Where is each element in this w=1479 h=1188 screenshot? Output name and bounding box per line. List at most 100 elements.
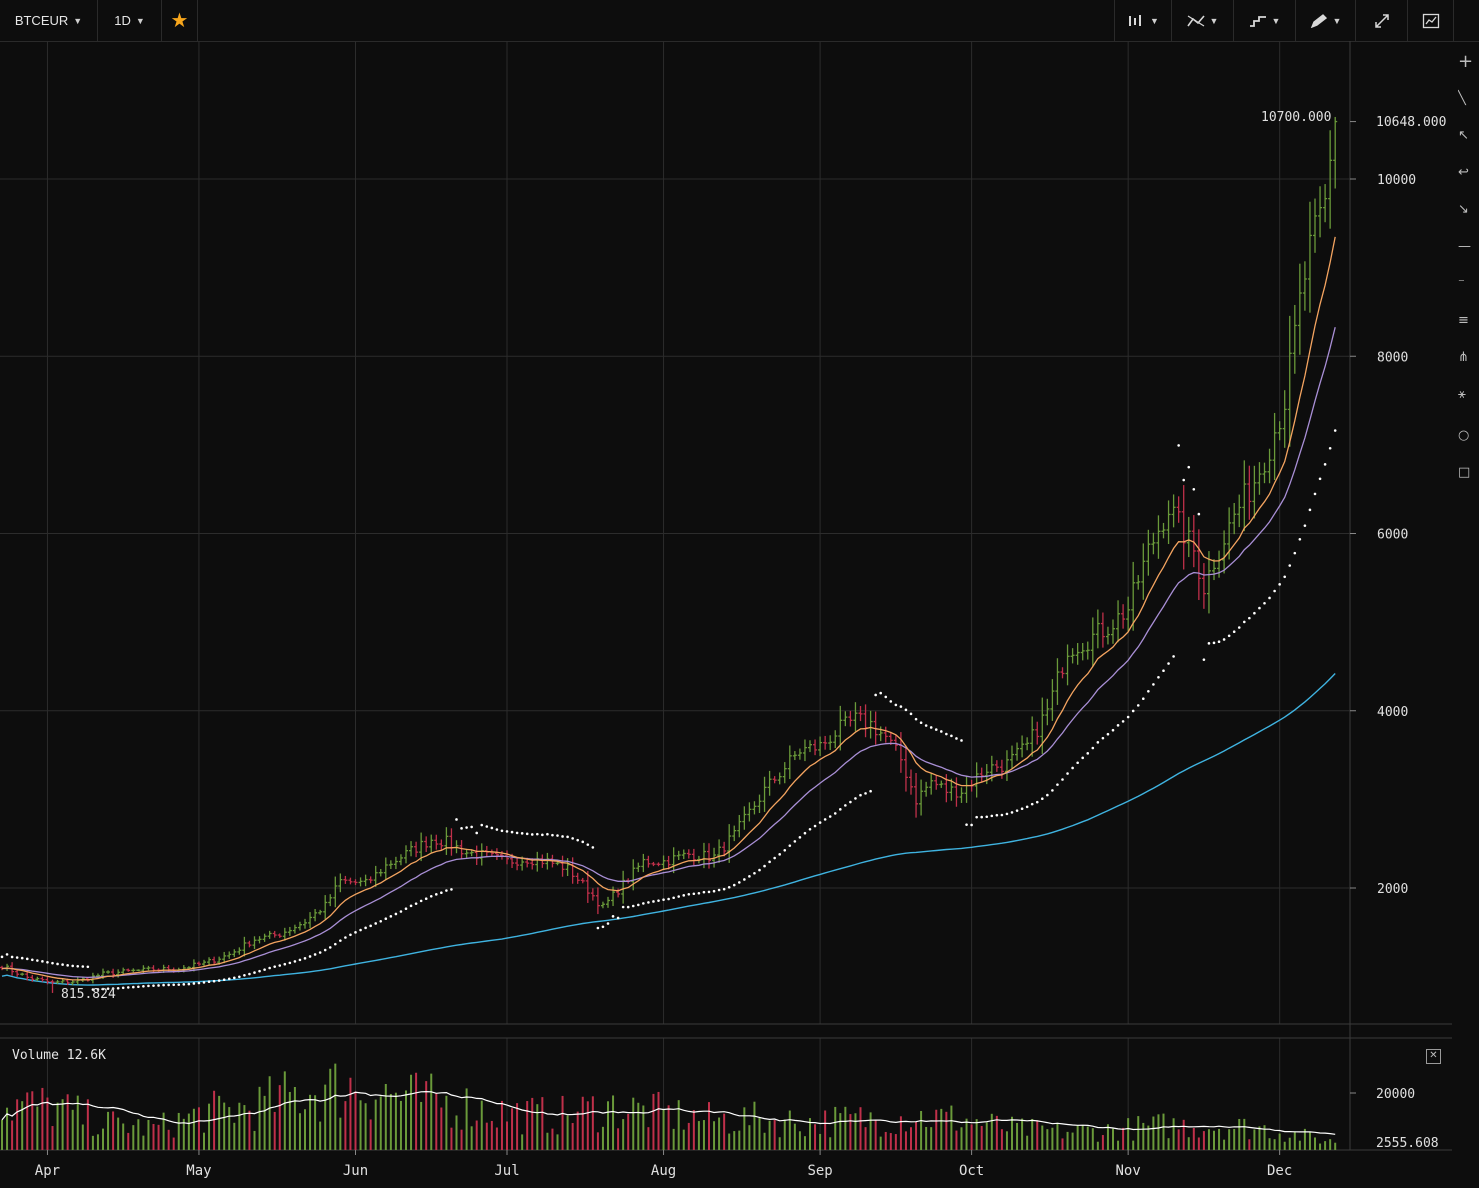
ohlc-bar-up xyxy=(797,748,802,760)
horizontal-line-icon[interactable]: — xyxy=(1458,238,1471,254)
rectangle-icon[interactable]: □ xyxy=(1458,464,1471,480)
pitchfork-icon[interactable]: ⋔ xyxy=(1458,349,1469,365)
ohlc-bar-up xyxy=(373,865,378,887)
psar-dot xyxy=(970,823,973,827)
psar-dot xyxy=(404,907,408,910)
ohlc-bar-up xyxy=(1313,198,1317,253)
ohlc-bar-up xyxy=(136,969,141,972)
ohlc-bar-up xyxy=(1105,626,1110,645)
drawing-button[interactable]: ▼ xyxy=(1296,0,1356,41)
psar-dot xyxy=(36,959,39,962)
psar-dot xyxy=(950,734,953,738)
ohlc-bar-down xyxy=(666,855,671,870)
psar-dot xyxy=(586,843,590,846)
psar-dot xyxy=(41,960,44,963)
ohlc-bar-up xyxy=(237,947,242,955)
ohlc-bar-down xyxy=(979,767,984,783)
interval-selector[interactable]: 1D ▼ xyxy=(98,0,162,41)
arrow-icon[interactable]: ↖ xyxy=(1458,127,1469,143)
ohlc-bar-up xyxy=(606,896,610,908)
psar-dot xyxy=(1081,756,1084,760)
psar-dot xyxy=(465,826,468,829)
crosshair-icon[interactable]: + xyxy=(1458,51,1474,71)
psar-dot xyxy=(1157,676,1160,679)
ohlc-bar-up xyxy=(1020,735,1025,758)
psar-dot xyxy=(409,904,413,908)
psar-dot xyxy=(243,973,246,977)
trendline-icon[interactable]: ╲ xyxy=(1458,90,1466,106)
psar-dot xyxy=(738,881,741,884)
psar-dot xyxy=(66,964,69,967)
close-icon[interactable]: ✕ xyxy=(1426,1049,1441,1064)
psar-dot xyxy=(768,860,771,864)
psar-dot xyxy=(798,836,802,839)
psar-dot xyxy=(56,962,59,966)
vertical-line-icon[interactable]: ⁻ xyxy=(1458,275,1465,291)
ohlc-bar-up xyxy=(1212,559,1216,581)
screenshot-button[interactable] xyxy=(1408,0,1454,41)
psar-dot xyxy=(551,833,554,837)
psar-dot xyxy=(854,797,857,800)
psar-dot xyxy=(677,895,680,898)
ohlc-bar-up xyxy=(1262,462,1267,484)
ohlc-bar-up xyxy=(207,957,212,965)
parallel-channel-icon[interactable]: ≡ xyxy=(1458,312,1469,328)
psar-dot xyxy=(389,915,393,918)
psar-dot xyxy=(344,936,347,939)
price-tick-label: 6000 xyxy=(1377,528,1408,543)
psar-dot xyxy=(581,840,585,844)
psar-dot xyxy=(839,808,842,811)
psar-dot xyxy=(571,837,574,840)
ohlc-bar-up xyxy=(1116,600,1121,643)
fullscreen-button[interactable] xyxy=(1356,0,1408,41)
psar-dot xyxy=(914,717,918,721)
ohlc-bar-up xyxy=(1323,184,1328,223)
ohlc-bar-up xyxy=(90,972,95,984)
psar-dot xyxy=(152,984,155,987)
ohlc-bar-up xyxy=(1287,315,1292,447)
ohlc-bar-down xyxy=(903,745,908,792)
ohlc-bar-down xyxy=(439,839,444,851)
psar-dot xyxy=(485,825,489,828)
ohlc-bar-up xyxy=(1166,500,1171,545)
symbol-selector[interactable]: BTCEUR ▼ xyxy=(0,0,98,41)
chevron-down-icon: ▼ xyxy=(1209,15,1219,26)
psar-dot xyxy=(783,849,787,852)
ohlc-bar-down xyxy=(151,965,156,973)
psar-dot xyxy=(399,910,403,913)
favorite-button[interactable]: ★ xyxy=(162,0,198,41)
ohlc-bar-up xyxy=(742,806,747,830)
psar-dot xyxy=(1187,465,1191,469)
ema-21-line xyxy=(1,327,1336,979)
ohlc-bar-up xyxy=(1136,575,1141,590)
compare-button[interactable]: ▼ xyxy=(1234,0,1296,41)
psar-dot xyxy=(813,824,817,828)
ohlc-bar-down xyxy=(1247,465,1252,520)
ohlc-bar-up xyxy=(464,848,469,858)
ohlc-bar-up xyxy=(1010,745,1014,769)
ohlc-bar-up xyxy=(55,979,60,985)
chart-type-button[interactable]: ▼ xyxy=(1114,0,1172,41)
ohlc-bar-down xyxy=(883,726,888,743)
circle-icon[interactable]: ○ xyxy=(1458,427,1470,443)
curve-icon[interactable]: ↩ xyxy=(1458,164,1469,180)
psar-dot xyxy=(1222,638,1226,641)
psar-dot xyxy=(162,983,165,987)
ohlc-bar-up xyxy=(747,802,752,822)
ohlc-bar-up xyxy=(1307,201,1312,313)
fib-icon[interactable]: ⚹ xyxy=(1458,386,1466,402)
ohlc-bar-up xyxy=(333,876,338,908)
ohlc-bar-down xyxy=(30,974,35,982)
indicators-button[interactable]: ▼ xyxy=(1172,0,1234,41)
psar-dot xyxy=(0,955,4,959)
psar-dot xyxy=(1136,704,1140,707)
screenshot-icon xyxy=(1422,13,1439,28)
ohlc-bar-up xyxy=(313,908,318,922)
chevron-down-icon: ▼ xyxy=(73,15,83,26)
psar-dot xyxy=(1333,429,1337,432)
psar-dot xyxy=(440,891,443,895)
ohlc-bar-up xyxy=(383,857,388,881)
ohlc-bar-up xyxy=(297,921,302,931)
ray-icon[interactable]: ↘ xyxy=(1458,201,1469,217)
